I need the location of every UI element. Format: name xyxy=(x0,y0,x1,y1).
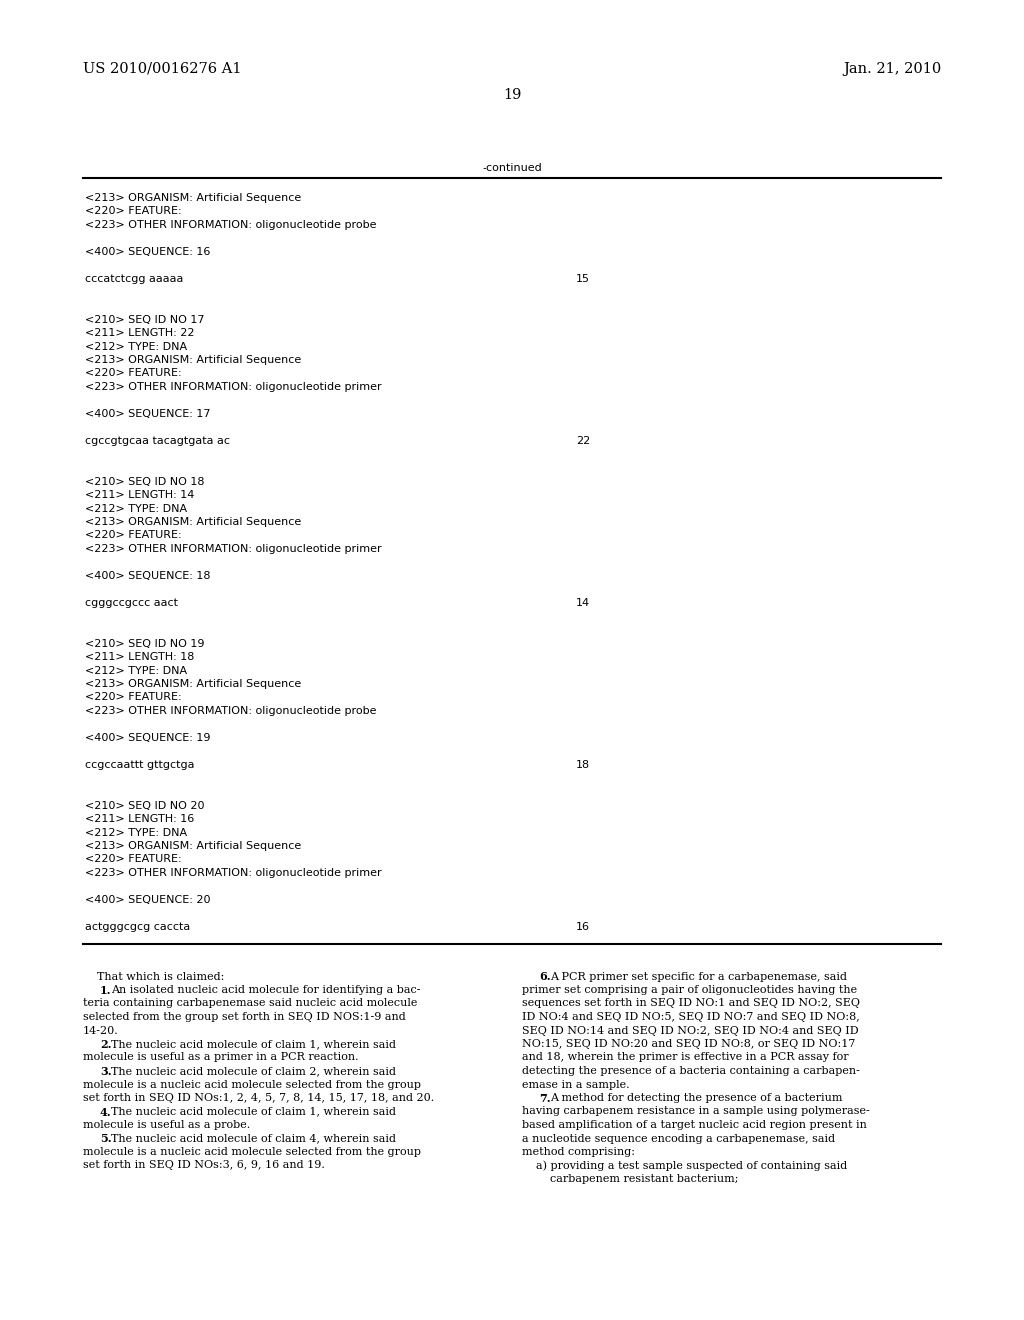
Text: 15: 15 xyxy=(575,275,590,284)
Text: <213> ORGANISM: Artificial Sequence: <213> ORGANISM: Artificial Sequence xyxy=(85,678,301,689)
Text: <223> OTHER INFORMATION: oligonucleotide primer: <223> OTHER INFORMATION: oligonucleotide… xyxy=(85,381,382,392)
Text: <211> LENGTH: 18: <211> LENGTH: 18 xyxy=(85,652,195,663)
Text: molecule is a nucleic acid molecule selected from the group: molecule is a nucleic acid molecule sele… xyxy=(83,1147,421,1158)
Text: set forth in SEQ ID NOs:3, 6, 9, 16 and 19.: set forth in SEQ ID NOs:3, 6, 9, 16 and … xyxy=(83,1160,325,1171)
Text: cgggccgccc aact: cgggccgccc aact xyxy=(85,598,178,609)
Text: <400> SEQUENCE: 19: <400> SEQUENCE: 19 xyxy=(85,733,211,743)
Text: based amplification of a target nucleic acid region present in: based amplification of a target nucleic … xyxy=(522,1119,867,1130)
Text: and 18, wherein the primer is effective in a PCR assay for: and 18, wherein the primer is effective … xyxy=(522,1052,849,1063)
Text: 4.: 4. xyxy=(100,1106,112,1118)
Text: 5.: 5. xyxy=(100,1134,112,1144)
Text: <400> SEQUENCE: 18: <400> SEQUENCE: 18 xyxy=(85,572,211,581)
Text: 6.: 6. xyxy=(539,972,551,982)
Text: <220> FEATURE:: <220> FEATURE: xyxy=(85,368,181,379)
Text: Jan. 21, 2010: Jan. 21, 2010 xyxy=(843,62,941,77)
Text: <212> TYPE: DNA: <212> TYPE: DNA xyxy=(85,342,187,351)
Text: <212> TYPE: DNA: <212> TYPE: DNA xyxy=(85,665,187,676)
Text: <400> SEQUENCE: 17: <400> SEQUENCE: 17 xyxy=(85,409,211,418)
Text: <223> OTHER INFORMATION: oligonucleotide probe: <223> OTHER INFORMATION: oligonucleotide… xyxy=(85,220,377,230)
Text: <220> FEATURE:: <220> FEATURE: xyxy=(85,531,181,540)
Text: That which is claimed:: That which is claimed: xyxy=(83,972,224,982)
Text: <213> ORGANISM: Artificial Sequence: <213> ORGANISM: Artificial Sequence xyxy=(85,517,301,527)
Text: <400> SEQUENCE: 16: <400> SEQUENCE: 16 xyxy=(85,247,210,257)
Text: teria containing carbapenemase said nucleic acid molecule: teria containing carbapenemase said nucl… xyxy=(83,998,418,1008)
Text: sequences set forth in SEQ ID NO:1 and SEQ ID NO:2, SEQ: sequences set forth in SEQ ID NO:1 and S… xyxy=(522,998,860,1008)
Text: <220> FEATURE:: <220> FEATURE: xyxy=(85,206,181,216)
Text: 14: 14 xyxy=(575,598,590,609)
Text: 3.: 3. xyxy=(100,1067,112,1077)
Text: 7.: 7. xyxy=(539,1093,551,1104)
Text: set forth in SEQ ID NOs:1, 2, 4, 5, 7, 8, 14, 15, 17, 18, and 20.: set forth in SEQ ID NOs:1, 2, 4, 5, 7, 8… xyxy=(83,1093,434,1104)
Text: <213> ORGANISM: Artificial Sequence: <213> ORGANISM: Artificial Sequence xyxy=(85,841,301,851)
Text: 22: 22 xyxy=(575,436,590,446)
Text: US 2010/0016276 A1: US 2010/0016276 A1 xyxy=(83,62,242,77)
Text: <223> OTHER INFORMATION: oligonucleotide primer: <223> OTHER INFORMATION: oligonucleotide… xyxy=(85,869,382,878)
Text: The nucleic acid molecule of claim 1, wherein said: The nucleic acid molecule of claim 1, wh… xyxy=(112,1106,396,1117)
Text: carbapenem resistant bacterium;: carbapenem resistant bacterium; xyxy=(522,1173,738,1184)
Text: SEQ ID NO:14 and SEQ ID NO:2, SEQ ID NO:4 and SEQ ID: SEQ ID NO:14 and SEQ ID NO:2, SEQ ID NO:… xyxy=(522,1026,859,1035)
Text: <211> LENGTH: 14: <211> LENGTH: 14 xyxy=(85,490,195,500)
Text: a nucleotide sequence encoding a carbapenemase, said: a nucleotide sequence encoding a carbape… xyxy=(522,1134,836,1143)
Text: <212> TYPE: DNA: <212> TYPE: DNA xyxy=(85,503,187,513)
Text: <213> ORGANISM: Artificial Sequence: <213> ORGANISM: Artificial Sequence xyxy=(85,355,301,366)
Text: <210> SEQ ID NO 20: <210> SEQ ID NO 20 xyxy=(85,800,205,810)
Text: The nucleic acid molecule of claim 4, wherein said: The nucleic acid molecule of claim 4, wh… xyxy=(112,1134,396,1143)
Text: selected from the group set forth in SEQ ID NOS:1-9 and: selected from the group set forth in SEQ… xyxy=(83,1012,406,1022)
Text: A PCR primer set specific for a carbapenemase, said: A PCR primer set specific for a carbapen… xyxy=(550,972,847,982)
Text: molecule is useful as a probe.: molecule is useful as a probe. xyxy=(83,1119,250,1130)
Text: -continued: -continued xyxy=(482,162,542,173)
Text: cgccgtgcaa tacagtgata ac: cgccgtgcaa tacagtgata ac xyxy=(85,436,230,446)
Text: actgggcgcg caccta: actgggcgcg caccta xyxy=(85,921,190,932)
Text: 14-20.: 14-20. xyxy=(83,1026,119,1035)
Text: 2.: 2. xyxy=(100,1039,112,1049)
Text: <400> SEQUENCE: 20: <400> SEQUENCE: 20 xyxy=(85,895,211,906)
Text: detecting the presence of a bacteria containing a carbapen-: detecting the presence of a bacteria con… xyxy=(522,1067,860,1076)
Text: ID NO:4 and SEQ ID NO:5, SEQ ID NO:7 and SEQ ID NO:8,: ID NO:4 and SEQ ID NO:5, SEQ ID NO:7 and… xyxy=(522,1012,860,1022)
Text: <220> FEATURE:: <220> FEATURE: xyxy=(85,693,181,702)
Text: a) providing a test sample suspected of containing said: a) providing a test sample suspected of … xyxy=(522,1160,847,1171)
Text: <210> SEQ ID NO 18: <210> SEQ ID NO 18 xyxy=(85,477,205,487)
Text: cccatctcgg aaaaa: cccatctcgg aaaaa xyxy=(85,275,183,284)
Text: molecule is useful as a primer in a PCR reaction.: molecule is useful as a primer in a PCR … xyxy=(83,1052,358,1063)
Text: <211> LENGTH: 16: <211> LENGTH: 16 xyxy=(85,814,195,824)
Text: method comprising:: method comprising: xyxy=(522,1147,635,1158)
Text: having carbapenem resistance in a sample using polymerase-: having carbapenem resistance in a sample… xyxy=(522,1106,869,1117)
Text: 1.: 1. xyxy=(100,985,112,997)
Text: The nucleic acid molecule of claim 1, wherein said: The nucleic acid molecule of claim 1, wh… xyxy=(112,1039,396,1049)
Text: An isolated nucleic acid molecule for identifying a bac-: An isolated nucleic acid molecule for id… xyxy=(112,985,421,995)
Text: NO:15, SEQ ID NO:20 and SEQ ID NO:8, or SEQ ID NO:17: NO:15, SEQ ID NO:20 and SEQ ID NO:8, or … xyxy=(522,1039,855,1049)
Text: 19: 19 xyxy=(503,88,521,102)
Text: <212> TYPE: DNA: <212> TYPE: DNA xyxy=(85,828,187,837)
Text: <211> LENGTH: 22: <211> LENGTH: 22 xyxy=(85,327,195,338)
Text: molecule is a nucleic acid molecule selected from the group: molecule is a nucleic acid molecule sele… xyxy=(83,1080,421,1089)
Text: 18: 18 xyxy=(575,760,590,770)
Text: <220> FEATURE:: <220> FEATURE: xyxy=(85,854,181,865)
Text: ccgccaattt gttgctga: ccgccaattt gttgctga xyxy=(85,760,195,770)
Text: emase in a sample.: emase in a sample. xyxy=(522,1080,630,1089)
Text: A method for detecting the presence of a bacterium: A method for detecting the presence of a… xyxy=(550,1093,843,1104)
Text: 16: 16 xyxy=(575,921,590,932)
Text: <223> OTHER INFORMATION: oligonucleotide probe: <223> OTHER INFORMATION: oligonucleotide… xyxy=(85,706,377,715)
Text: The nucleic acid molecule of claim 2, wherein said: The nucleic acid molecule of claim 2, wh… xyxy=(112,1067,396,1076)
Text: <210> SEQ ID NO 17: <210> SEQ ID NO 17 xyxy=(85,314,205,325)
Text: <210> SEQ ID NO 19: <210> SEQ ID NO 19 xyxy=(85,639,205,648)
Text: <213> ORGANISM: Artificial Sequence: <213> ORGANISM: Artificial Sequence xyxy=(85,193,301,203)
Text: <223> OTHER INFORMATION: oligonucleotide primer: <223> OTHER INFORMATION: oligonucleotide… xyxy=(85,544,382,554)
Text: primer set comprising a pair of oligonucleotides having the: primer set comprising a pair of oligonuc… xyxy=(522,985,857,995)
